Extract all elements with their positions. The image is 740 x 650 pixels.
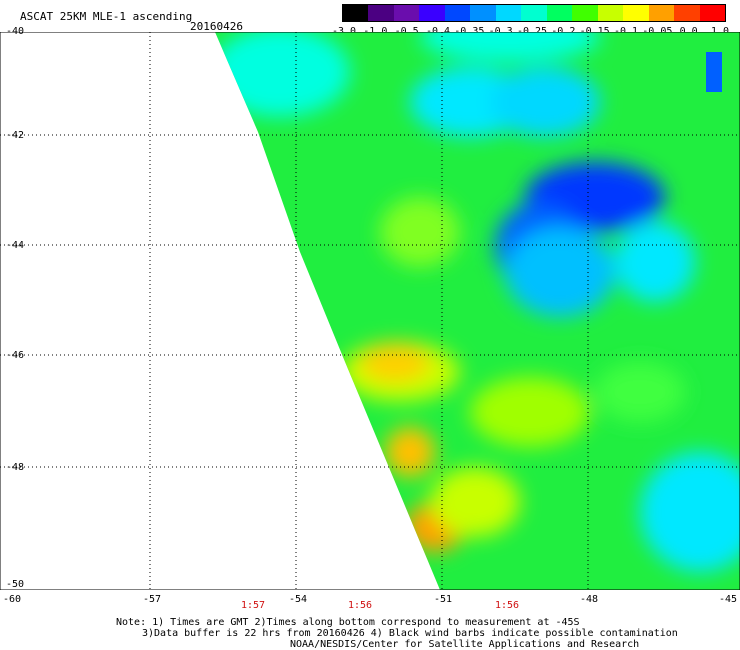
wind-field-main xyxy=(215,32,740,590)
swath-map xyxy=(0,32,740,590)
color-swatch xyxy=(699,5,726,21)
lon-label-48: -48 xyxy=(579,594,599,605)
color-swatch xyxy=(343,5,369,21)
color-swatch xyxy=(597,5,624,21)
lat-label-48: -48 xyxy=(6,462,25,473)
lon-label-51: -51 xyxy=(433,594,453,605)
map-date: 20160426 xyxy=(190,20,243,33)
color-swatch xyxy=(521,5,547,21)
lat-label-50: -50 xyxy=(6,579,25,590)
color-swatch xyxy=(674,5,700,21)
lon-label-45: -45 xyxy=(718,594,738,605)
lat-label-46: -46 xyxy=(6,350,25,361)
map-title: ASCAT 25KM MLE-1 ascending xyxy=(20,10,193,23)
color-scale-bar xyxy=(342,4,726,22)
color-swatch xyxy=(444,5,471,21)
lon-label-54: -54 xyxy=(288,594,308,605)
pass-time-1: 1:57 xyxy=(240,600,266,611)
color-swatch xyxy=(546,5,573,21)
note-line-2: 3)Data buffer is 22 hrs from 20160426 4)… xyxy=(142,628,678,639)
note-line-3: NOAA/NESDIS/Center for Satellite Applica… xyxy=(290,639,640,650)
color-swatch xyxy=(419,5,445,21)
color-swatch xyxy=(495,5,522,21)
color-swatch xyxy=(368,5,394,21)
wind-field-edge xyxy=(706,52,722,92)
color-swatch xyxy=(623,5,649,21)
pass-time-3: 1:56 xyxy=(494,600,520,611)
lat-label-40: -40 xyxy=(6,26,25,37)
note-line-1: Note: 1) Times are GMT 2)Times along bot… xyxy=(116,617,580,628)
lon-label-57: -57 xyxy=(142,594,162,605)
color-swatch xyxy=(648,5,675,21)
color-swatch xyxy=(572,5,598,21)
color-swatch xyxy=(393,5,420,21)
pass-time-2: 1:56 xyxy=(347,600,373,611)
lat-label-44: -44 xyxy=(6,240,25,251)
lat-label-42: -42 xyxy=(6,130,25,141)
color-swatch xyxy=(470,5,496,21)
lat-lon-grid xyxy=(0,32,740,590)
lon-label-60: -60 xyxy=(2,594,22,605)
